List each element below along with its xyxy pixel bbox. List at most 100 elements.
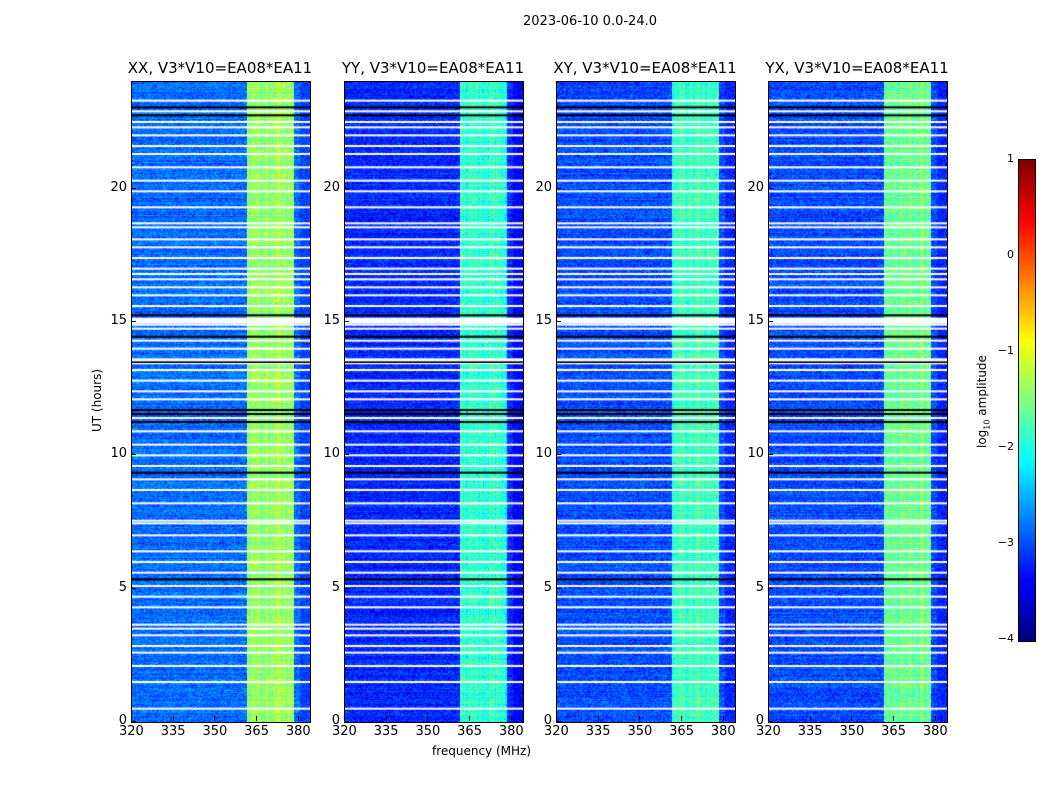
x-tick-mark <box>851 716 853 721</box>
y-tick-mark <box>344 321 349 322</box>
y-tick-label: 15 <box>747 313 764 328</box>
heatmap-panel-3 <box>768 81 948 723</box>
colorbar <box>1018 159 1036 642</box>
x-tick-label: 320 <box>119 724 144 739</box>
x-tick-mark <box>597 716 599 721</box>
y-axis-label: UT (hours) <box>90 368 104 432</box>
y-tick-label: 10 <box>323 446 340 462</box>
y-tick-mark <box>556 187 561 189</box>
x-tick-mark <box>681 716 683 721</box>
x-tick-label: 335 <box>373 724 399 739</box>
heatmap-panel-1 <box>344 81 524 723</box>
y-tick-label: 0 <box>543 713 552 728</box>
y-tick-mark <box>556 721 561 722</box>
y-tick-label: 15 <box>535 313 552 328</box>
colorbar-tick-label: 1 <box>1007 152 1014 165</box>
x-tick-mark <box>893 716 895 721</box>
colorbar-tick-label: −3 <box>997 536 1014 549</box>
y-tick-mark <box>768 187 773 189</box>
y-tick-mark <box>768 721 773 722</box>
x-tick-mark <box>172 716 174 721</box>
heatmap-panel-0 <box>131 81 311 723</box>
y-tick-mark <box>344 721 349 722</box>
x-tick-label: 380 <box>498 724 524 739</box>
y-tick-mark <box>131 721 136 722</box>
x-tick-label: 350 <box>415 724 441 739</box>
panel-title: XX, V3*V10=EA08*EA11 <box>127 59 313 77</box>
x-tick-label: 320 <box>544 724 569 739</box>
y-tick-label: 10 <box>535 446 552 462</box>
x-tick-mark <box>385 716 387 721</box>
y-tick-label: 20 <box>110 179 127 195</box>
y-tick-mark <box>344 454 349 456</box>
y-tick-mark <box>131 187 136 189</box>
y-tick-mark <box>131 587 136 589</box>
x-tick-mark <box>297 716 299 721</box>
y-tick-label: 5 <box>543 579 552 595</box>
x-tick-label: 365 <box>669 724 694 739</box>
colorbar-tick-label: −1 <box>997 344 1014 357</box>
x-tick-label: 320 <box>756 724 781 739</box>
x-tick-mark <box>214 716 216 721</box>
y-tick-label: 20 <box>323 179 340 195</box>
x-tick-label: 365 <box>457 724 482 739</box>
y-tick-label: 20 <box>747 179 764 195</box>
y-tick-label: 0 <box>755 713 764 728</box>
x-tick-label: 380 <box>710 724 736 739</box>
x-tick-mark <box>427 716 429 721</box>
x-tick-label: 350 <box>202 724 228 739</box>
colorbar-tick-label: −4 <box>997 632 1014 645</box>
colorbar-label: log10 amplitude <box>975 355 992 448</box>
y-tick-mark <box>556 321 561 322</box>
y-tick-label: 10 <box>747 446 764 462</box>
y-tick-label: 5 <box>331 579 340 595</box>
x-tick-mark <box>131 716 132 721</box>
y-tick-mark <box>344 187 349 189</box>
x-tick-label: 335 <box>585 724 611 739</box>
y-tick-label: 15 <box>323 313 340 328</box>
y-tick-label: 0 <box>118 713 127 728</box>
y-tick-label: 5 <box>118 579 127 595</box>
x-tick-label: 320 <box>332 724 357 739</box>
y-tick-mark <box>768 454 773 456</box>
y-tick-mark <box>556 587 561 589</box>
y-tick-label: 0 <box>331 713 340 728</box>
x-tick-mark <box>809 716 811 721</box>
panel-title: YY, V3*V10=EA08*EA11 <box>341 59 525 77</box>
x-tick-label: 365 <box>244 724 269 739</box>
y-tick-label: 20 <box>535 179 552 195</box>
x-tick-mark <box>256 716 258 721</box>
x-tick-mark <box>510 716 512 721</box>
x-tick-mark <box>556 716 557 721</box>
heatmap-panel-2 <box>556 81 736 723</box>
x-tick-label: 365 <box>881 724 906 739</box>
x-tick-label: 380 <box>922 724 948 739</box>
figure-title: 2023-06-10 0.0-24.0 <box>523 14 657 29</box>
y-tick-mark <box>344 587 349 589</box>
colorbar-tick-label: −2 <box>997 440 1014 453</box>
y-tick-mark <box>768 587 773 589</box>
panel-title: XY, V3*V10=EA08*EA11 <box>553 59 737 77</box>
y-tick-label: 15 <box>110 313 127 328</box>
x-tick-mark <box>768 716 769 721</box>
x-axis-label: frequency (MHz) <box>432 744 532 758</box>
x-tick-label: 335 <box>797 724 823 739</box>
x-tick-mark <box>344 716 345 721</box>
y-tick-mark <box>768 321 773 322</box>
x-tick-mark <box>934 716 936 721</box>
x-tick-label: 380 <box>285 724 311 739</box>
x-tick-mark <box>469 716 471 721</box>
y-tick-mark <box>131 454 136 456</box>
x-tick-label: 335 <box>160 724 186 739</box>
x-tick-label: 350 <box>839 724 865 739</box>
y-tick-mark <box>556 454 561 456</box>
x-tick-mark <box>722 716 724 721</box>
y-tick-mark <box>131 321 136 322</box>
panel-title: YX, V3*V10=EA08*EA11 <box>765 59 949 77</box>
colorbar-tick-label: 0 <box>1007 248 1014 261</box>
y-tick-label: 5 <box>755 579 764 595</box>
x-tick-label: 350 <box>627 724 653 739</box>
y-tick-label: 10 <box>110 446 127 462</box>
x-tick-mark <box>639 716 641 721</box>
